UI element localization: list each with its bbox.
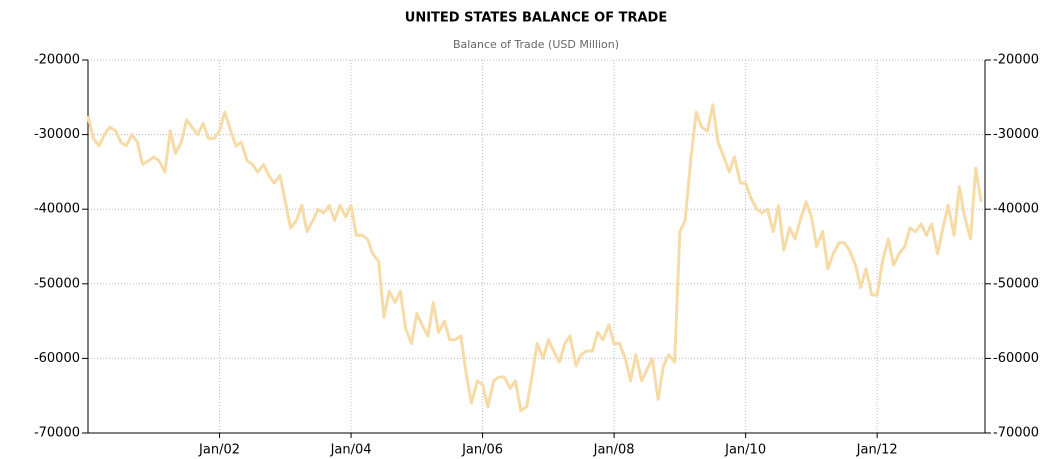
x-tick-label: Jan/10 [724, 443, 766, 458]
x-tick-label: Jan/06 [461, 443, 503, 458]
y2-tick-label: -20000 [993, 53, 1039, 68]
y2-tick-label: -30000 [993, 127, 1039, 142]
y-tick-label: -50000 [34, 276, 80, 291]
y-tick-label: -60000 [34, 351, 80, 366]
y-tick-label: -40000 [34, 202, 80, 217]
y-tick-label: -70000 [34, 426, 80, 441]
y2-tick-label: -50000 [993, 276, 1039, 291]
chart-title: UNITED STATES BALANCE OF TRADE [405, 11, 667, 26]
y-tick-label: -20000 [34, 53, 80, 68]
series-line [86, 103, 983, 413]
chart-subtitle: Balance of Trade (USD Million) [453, 38, 619, 51]
y2-tick-label: -40000 [993, 202, 1039, 217]
x-tick-label: Jan/12 [856, 443, 898, 458]
x-tick-label: Jan/02 [198, 443, 240, 458]
x-tick-label: Jan/08 [593, 443, 635, 458]
x-tick-label: Jan/04 [330, 443, 372, 458]
y2-tick-label: -70000 [993, 426, 1039, 441]
y-tick-label: -30000 [34, 127, 80, 142]
y2-tick-label: -60000 [993, 351, 1039, 366]
